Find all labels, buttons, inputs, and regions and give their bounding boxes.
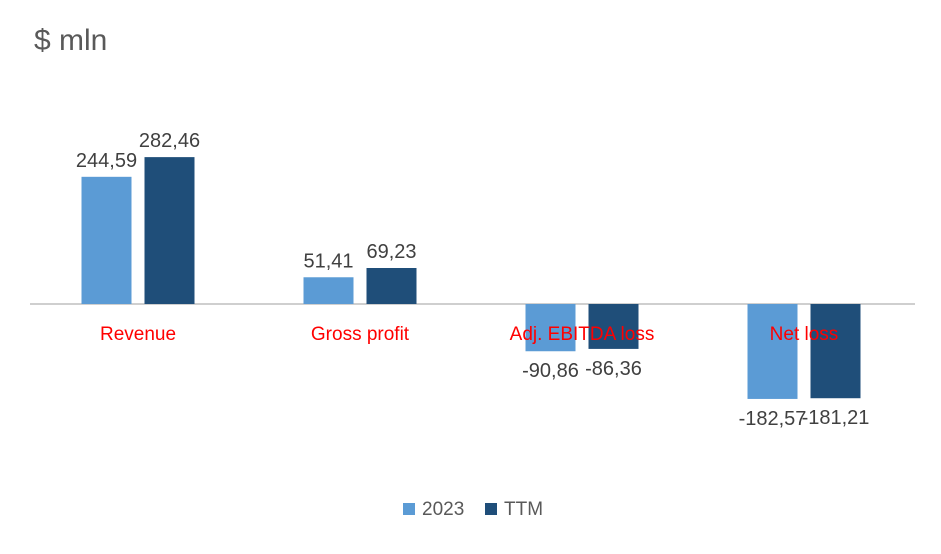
bar-ttm-4 bbox=[810, 304, 861, 399]
bar-2023-1 bbox=[81, 176, 132, 304]
bar-ttm-3 bbox=[588, 304, 639, 349]
legend-swatch-ttm bbox=[485, 503, 497, 515]
data-label: 51,41 bbox=[303, 250, 353, 272]
category-label: Revenue bbox=[100, 324, 176, 345]
data-label: 282,46 bbox=[139, 130, 200, 152]
category-label: Net loss bbox=[770, 324, 839, 345]
bar-2023-2 bbox=[303, 277, 354, 304]
data-label: -86,36 bbox=[585, 358, 642, 380]
data-label: -90,86 bbox=[522, 360, 579, 382]
legend-label-2023: 2023 bbox=[422, 499, 464, 520]
bar-2023-4 bbox=[747, 304, 798, 399]
bar-ttm-1 bbox=[144, 157, 195, 304]
data-label: -182,57 bbox=[739, 408, 807, 430]
bar-2023-3 bbox=[525, 304, 576, 352]
legend-label-ttm: TTM bbox=[504, 499, 543, 520]
data-label: 69,23 bbox=[366, 241, 416, 263]
data-label: -181,21 bbox=[802, 407, 870, 429]
bar-ttm-2 bbox=[366, 268, 417, 304]
data-label: 244,59 bbox=[76, 150, 137, 172]
chart-title: $ mln bbox=[34, 24, 108, 57]
category-label: Gross profit bbox=[311, 324, 410, 345]
legend-swatch-2023 bbox=[403, 503, 415, 515]
category-label: Adj. EBITDA loss bbox=[510, 324, 655, 345]
